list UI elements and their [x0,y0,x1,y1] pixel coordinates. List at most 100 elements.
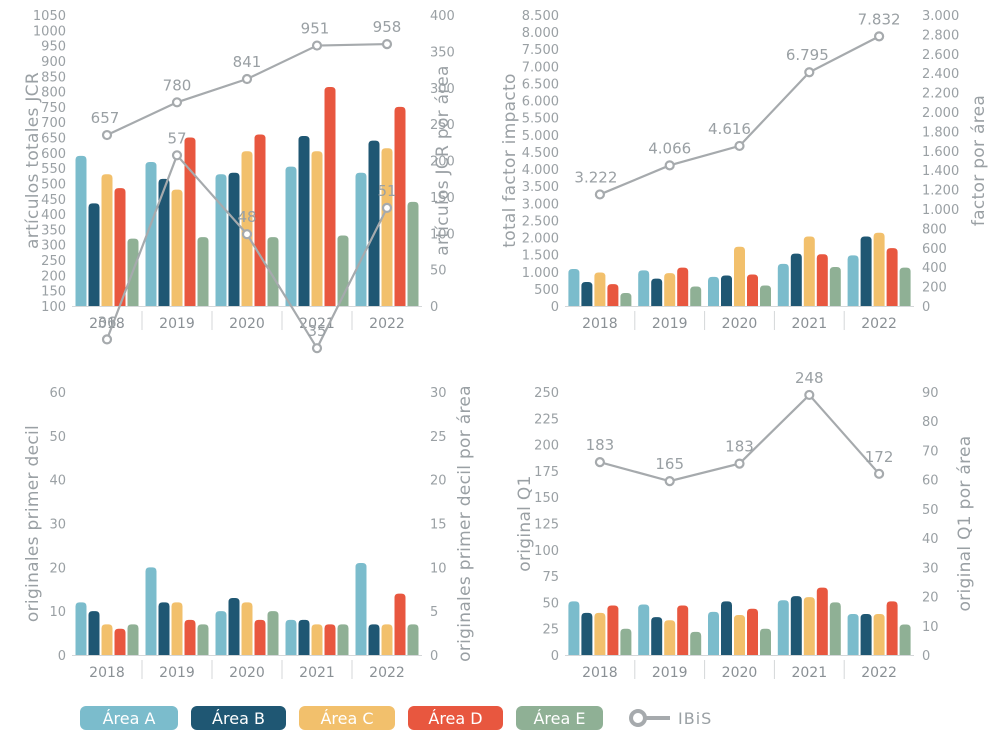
x-tick-label: 2021 [791,316,827,332]
y2-tick-label: 2.600 [922,48,959,63]
ibis-data-label: 6.795 [786,46,829,64]
y2-tick-label: 2.800 [922,28,959,43]
y-tick-label: 40 [49,474,66,489]
bar-reac-2019 [664,620,676,655]
bar-reab-2021 [790,596,802,655]
y2-tick-label: 0 [922,649,930,664]
y-tick-label: 6.500 [522,77,559,92]
ibis-point [241,229,253,240]
y2-axis-title: artículos JCR por área [433,65,453,256]
y-tick-label: 5.000 [522,129,559,144]
ibis-point [664,476,675,487]
y2-tick-label: 0 [922,300,930,315]
y2-tick-label: 20 [430,474,447,489]
bar-reaa-2021 [777,600,789,655]
y-tick-label: 175 [534,465,559,480]
bar-reac-2020 [241,602,253,655]
y-tick-label: 75 [542,570,559,585]
y2-tick-label: 350 [430,45,455,60]
bar-reaa-2021 [285,619,297,655]
bar-reac-2022 [873,232,885,306]
ibis-data-label: 57 [167,129,186,147]
bar-reab-2018 [581,612,593,655]
bar-read-2022 [886,601,898,655]
y-tick-label: 5.500 [522,112,559,127]
y-axis-title: originales primer decil [23,425,43,622]
ibis-data-label: 958 [373,18,402,36]
bar-reae-2020 [267,237,279,306]
ibis-data-label: 48 [237,208,256,226]
ibis-data-label: 36 [97,313,116,331]
bar-reaa-2021 [777,263,789,306]
bar-reac-2020 [241,151,253,306]
bar-read-2019 [677,267,689,306]
y2-tick-label: 400 [430,9,455,24]
bar-reab-2020 [228,172,240,306]
y-tick-label: 800 [41,86,66,101]
y2-tick-label: 15 [430,518,447,533]
bar-reaa-2021 [285,166,297,306]
bar-reab-2018 [88,203,100,306]
bar-reac-2021 [311,624,323,655]
ibis-line [599,35,880,196]
ibis-point [873,31,885,42]
y-tick-label: 250 [41,254,66,269]
x-tick-label: 2018 [582,316,618,332]
bar-reac-2020 [734,246,745,306]
y-tick-label: 950 [41,40,66,55]
bar-reac-2021 [311,151,323,306]
x-tick-label: 2019 [652,665,688,681]
bar-reab-2020 [721,601,732,655]
x-tick-label: 2022 [369,665,405,681]
bar-reae-2022 [899,624,911,655]
y-tick-label: 300 [41,239,66,254]
y-tick-label: 500 [41,177,66,192]
bar-reae-2021 [829,266,841,306]
bar-reae-2019 [690,286,702,306]
bar-reaa-2018 [568,269,580,306]
ibis-point [171,97,183,108]
bar-reae-2018 [620,628,632,655]
bar-read-2019 [184,137,196,306]
x-tick-label: 2019 [159,316,195,332]
y-tick-label: 400 [41,208,66,223]
bar-reab-2022 [860,236,872,306]
y2-tick-label: 200 [430,155,455,170]
y2-axis-title: factor por área [969,95,989,226]
x-tick-label: 2021 [791,665,827,681]
bar-reab-2022 [860,613,872,655]
y-tick-label: 150 [41,285,66,300]
y2-tick-label: 25 [430,430,447,445]
ibis-point [804,67,815,78]
y2-tick-label: 1.800 [922,125,959,140]
bar-reaa-2022 [355,172,367,306]
bar-reaa-2018 [75,155,87,306]
y2-tick-label: 200 [922,281,947,296]
y2-tick-label: 300 [430,82,455,97]
bar-read-2021 [816,587,828,655]
y-axis-title: artículos totales JCR [23,72,43,249]
bar-reaa-2020 [215,611,227,655]
bar-reae-2020 [267,611,279,655]
y-tick-label: 7.500 [522,43,559,58]
x-tick-label: 2019 [652,316,688,332]
ibis-point [101,334,113,345]
bar-reab-2019 [158,178,170,306]
x-tick-label: 2018 [89,316,125,332]
legend: Área A Área B Área C Área D Área E IBiS [80,705,712,731]
chart-4: 0 25 50 75 100 125 150 175 200 225 250 0 10 20 30 40 50 6… [515,369,975,681]
y-tick-label: 6.000 [522,95,559,110]
ibis-data-label: 4.616 [708,120,751,138]
line-marker-icon [629,709,670,727]
bar-reac-2022 [381,624,393,655]
y2-tick-label: 1.600 [922,145,959,160]
bar-reaa-2019 [638,604,650,655]
x-tick-label: 2020 [722,665,758,681]
bar-reae-2018 [127,624,139,655]
chart-2: 0 500 1.000 1.500 2.000 2.500 3.000 3.500 4.000 4… [500,9,989,332]
y-tick-label: 1.000 [522,266,559,281]
y2-tick-label: 2.200 [922,87,959,102]
ibis-point [804,389,815,401]
bar-reab-2022 [368,624,380,655]
